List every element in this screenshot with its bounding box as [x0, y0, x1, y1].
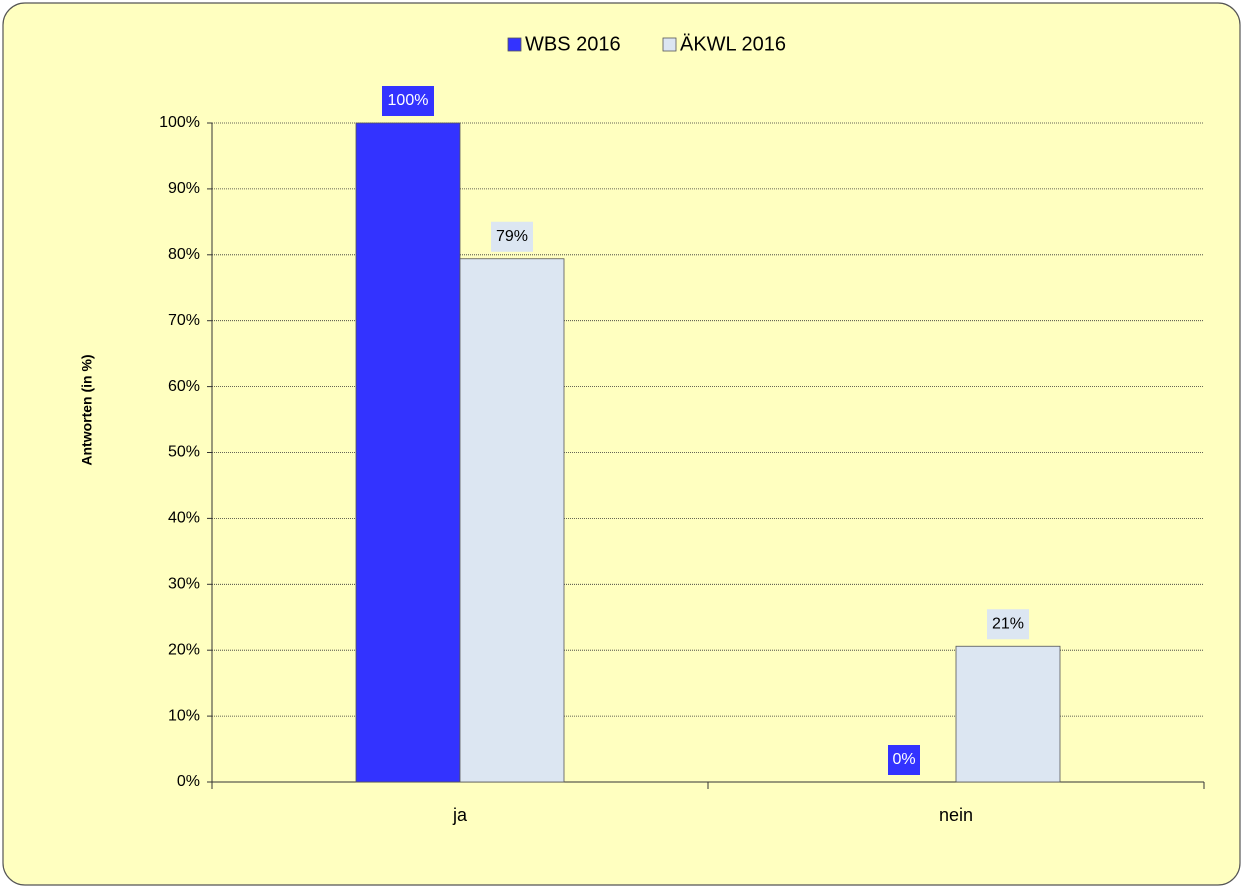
data-label: 21% [992, 615, 1024, 632]
x-tick-label: ja [452, 805, 468, 825]
legend-label: WBS 2016 [525, 33, 621, 55]
bar [355, 122, 461, 783]
y-tick-label: 100% [159, 114, 200, 131]
data-label-box [382, 86, 434, 116]
y-tick-label: 30% [168, 576, 200, 593]
y-tick-label: 20% [168, 641, 200, 658]
legend-swatch [662, 37, 677, 52]
y-axis-title: Antworten (in %) [79, 354, 95, 465]
data-label: 100% [388, 92, 429, 109]
data-label-box [888, 745, 920, 775]
y-tick-label: 50% [168, 444, 200, 461]
data-label-box [491, 221, 533, 252]
y-tick-label: 10% [168, 707, 200, 724]
x-tick-label: nein [939, 805, 973, 825]
legend-label: ÄKWL 2016 [680, 33, 786, 55]
y-tick-label: 90% [168, 180, 200, 197]
legend-swatch [507, 37, 522, 52]
y-tick-label: 40% [168, 510, 200, 527]
data-label: 79% [496, 228, 528, 245]
bar [955, 645, 1061, 783]
bar [459, 258, 565, 783]
data-label: 0% [892, 751, 915, 768]
y-tick-label: 80% [168, 246, 200, 263]
y-tick-label: 70% [168, 312, 200, 329]
data-label-box [987, 609, 1029, 640]
y-tick-label: 60% [168, 378, 200, 395]
y-tick-label: 0% [177, 773, 200, 790]
